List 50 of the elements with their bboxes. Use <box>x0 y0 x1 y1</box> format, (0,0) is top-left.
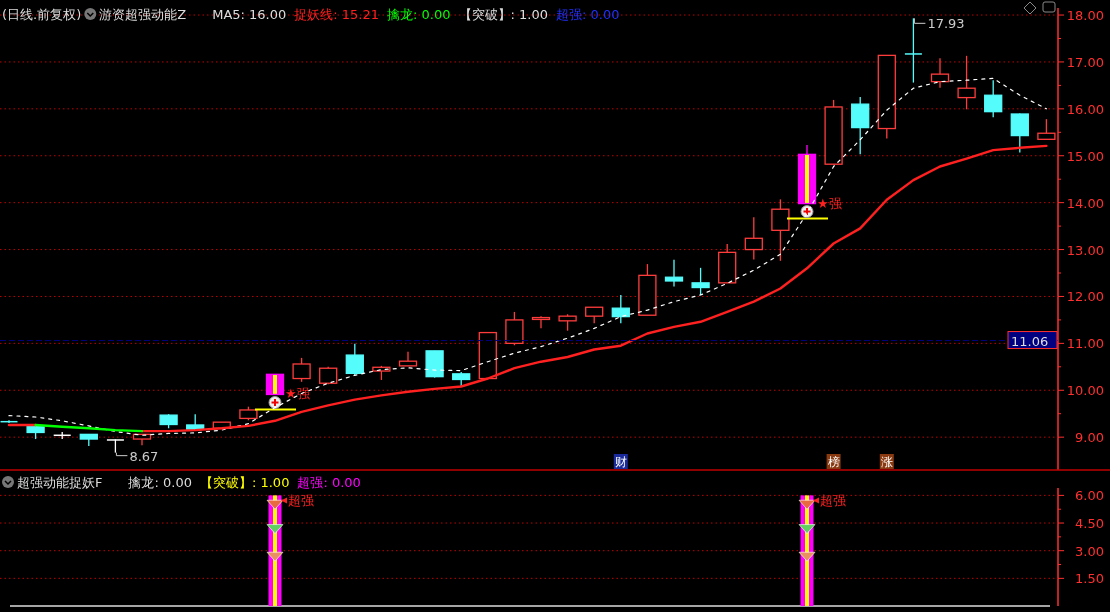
candlestick <box>1010 112 1029 154</box>
annotation: 涨 <box>880 455 893 469</box>
y-tick-label: 10.00 <box>1066 383 1104 399</box>
annotation: (日线.前复权) <box>2 7 82 22</box>
candlestick <box>984 79 1003 118</box>
candlestick <box>398 351 418 367</box>
y-tick-label: 14.00 <box>1066 195 1104 211</box>
candlestick <box>531 315 551 329</box>
annotation: 超强 <box>820 493 846 509</box>
annotation: 超强 <box>288 493 314 509</box>
annotation: 超强: 0.00 <box>297 475 361 490</box>
y-tick-label: 13.00 <box>1066 242 1104 258</box>
candlestick <box>505 311 524 346</box>
annotation: ★强 <box>285 386 310 402</box>
candlestick <box>851 96 870 155</box>
y-tick-label: 3.00 <box>1075 543 1104 559</box>
annotation: 【突破】: 1.00 <box>458 7 548 22</box>
y-tick-label: 9.00 <box>1075 430 1104 446</box>
y-tick-label: 1.50 <box>1075 571 1104 587</box>
annotation: 超强: 0.00 <box>555 7 620 22</box>
annotation: 游资超强动能Z <box>99 7 187 22</box>
annotation: 捉妖线: 15.21 <box>294 7 380 22</box>
candlestick <box>744 216 763 261</box>
y-tick-label: 16.00 <box>1066 101 1104 117</box>
candlestick <box>771 198 790 262</box>
candlestick <box>691 267 710 296</box>
annotation: ★强 <box>817 195 842 211</box>
annotation: 超强动能捉妖F <box>17 475 103 490</box>
annotation: 【突破】: 1.00 <box>199 475 290 490</box>
candlestick <box>292 357 311 383</box>
annotation: 财 <box>614 455 627 469</box>
candlestick <box>957 55 976 110</box>
candlestick <box>345 343 364 376</box>
y-tick-label: 17.00 <box>1066 54 1104 70</box>
y-tick-label: 6.00 <box>1075 488 1104 504</box>
annotation: 17.93 <box>927 16 965 32</box>
annotation: 榜 <box>827 455 840 469</box>
y-tick-label: 4.50 <box>1075 516 1104 532</box>
candlestick <box>265 373 285 396</box>
annotation: 擒龙: 0.00 <box>128 475 192 490</box>
candlestick <box>664 259 684 288</box>
y-tick-label: 18.00 <box>1066 8 1104 24</box>
annotation: 8.67 <box>129 448 159 464</box>
annotation: 擒龙: 0.00 <box>387 7 451 22</box>
y-tick-label: 15.00 <box>1066 148 1104 164</box>
y-tick-label: 12.00 <box>1066 289 1104 305</box>
annotation: MA5: 16.00 <box>212 7 287 22</box>
candlestick <box>930 57 950 89</box>
ref-line-label: 11.06 <box>1011 333 1049 349</box>
y-tick-label: 11.00 <box>1066 336 1104 352</box>
